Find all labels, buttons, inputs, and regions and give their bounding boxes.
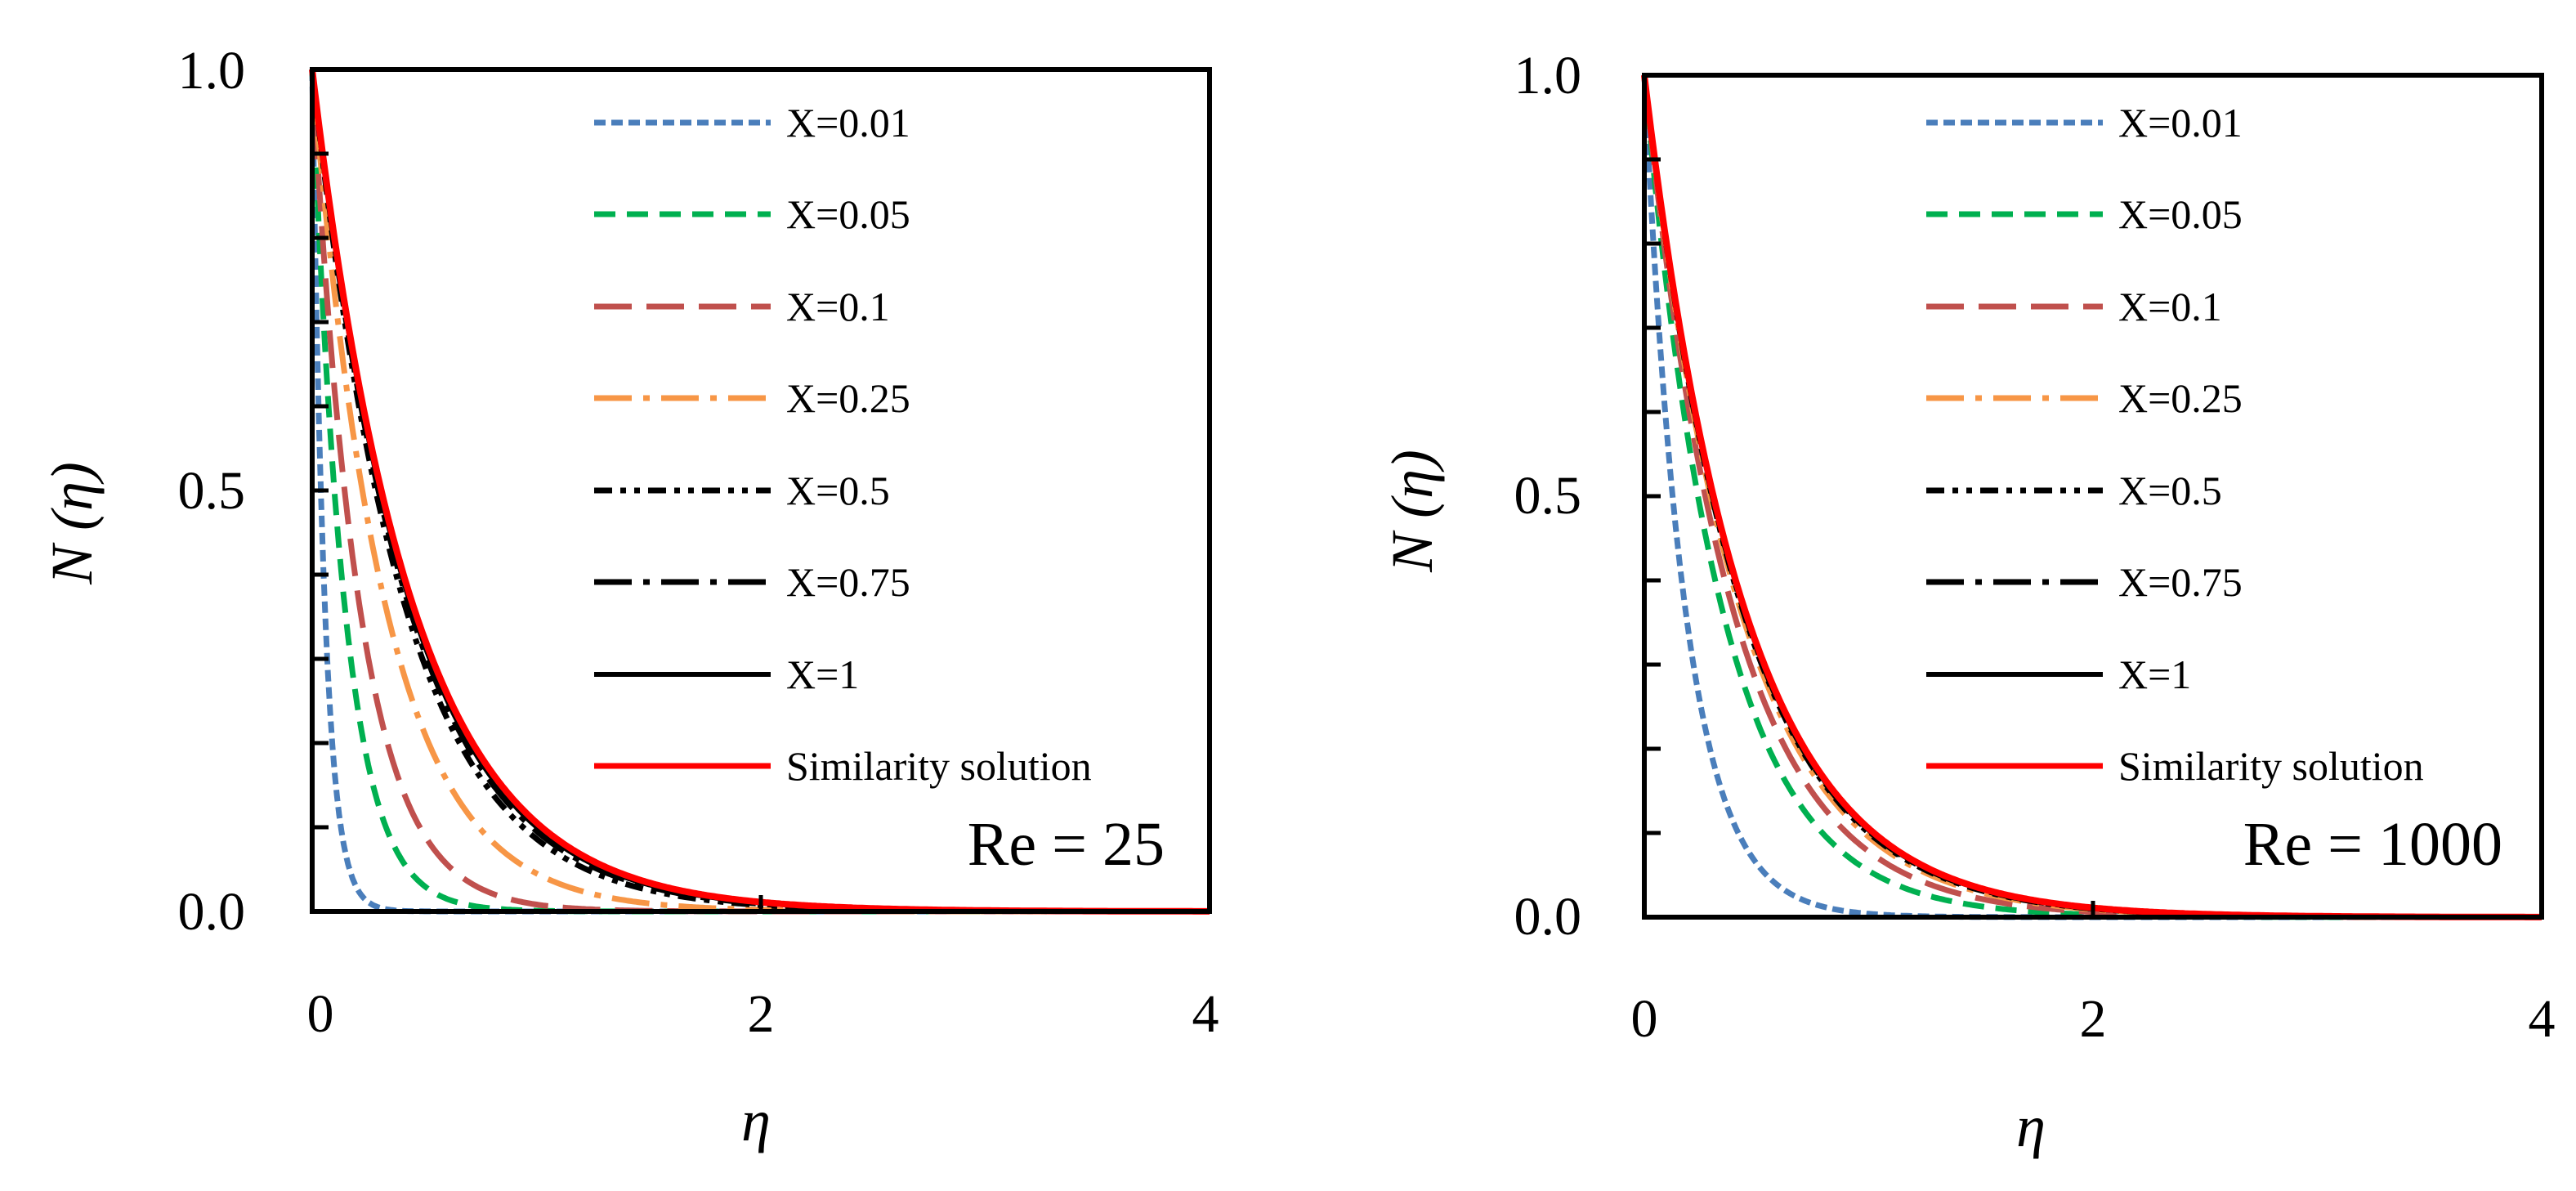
x-tick-label: 0 <box>1631 989 1658 1049</box>
y-axis-title-left: N (η) <box>39 462 105 585</box>
legend-label: Similarity solution <box>786 743 1092 789</box>
x-tick-label: 0 <box>307 984 334 1044</box>
chart-right: 1.0 0.5 0.0 0 2 4 η N (η) X=0.01 X=0.05 … <box>1380 46 2556 1159</box>
series-line-x-0-75 <box>1641 74 2542 920</box>
plot-frame-right <box>1642 73 2544 920</box>
legend-item: X=1 <box>594 651 859 697</box>
y-tick-label: 0.5 <box>1514 466 1582 526</box>
legend-label: X=0.5 <box>2118 468 2222 513</box>
y-tick-label: 1.0 <box>1514 46 1582 105</box>
legend-label: X=0.75 <box>786 559 910 605</box>
series-line-x-0-25 <box>1641 74 2542 920</box>
y-tick-label: 0.0 <box>178 882 246 942</box>
legend-item: X=0.75 <box>594 559 910 605</box>
legend-label: X=0.75 <box>2118 559 2243 605</box>
legend-item: X=0.01 <box>1926 100 2243 146</box>
legend-item: X=1 <box>1926 651 2191 697</box>
x-tick-label: 4 <box>2529 989 2556 1049</box>
plot-area-right <box>1641 73 2544 920</box>
x-tick-label: 2 <box>748 984 775 1044</box>
legend-left: X=0.01 X=0.05 X=0.1 X=0.25 X=0.5 X=0.75 <box>594 100 1092 789</box>
legend-item: X=0.5 <box>1926 468 2222 513</box>
series-line-x-0-01 <box>1641 74 2542 920</box>
chart-left: 1.0 0.5 0.0 0 2 4 η N (η) X=0.01 X=0.05 … <box>39 41 1219 1153</box>
legend-item: Similarity solution <box>1926 743 2424 789</box>
legend-label: X=0.1 <box>786 284 890 329</box>
legend-item: X=0.05 <box>594 191 910 237</box>
legend-right: X=0.01 X=0.05 X=0.1 X=0.25 X=0.5 X=0.75 <box>1926 100 2424 789</box>
legend-label: X=0.5 <box>786 468 890 513</box>
plot-area-left <box>309 67 1212 915</box>
series-line-x-0-05 <box>1641 74 2542 920</box>
legend-label: X=0.05 <box>2118 191 2243 237</box>
series-line-x-1 <box>1642 74 2542 920</box>
legend-item: X=0.25 <box>1926 375 2243 421</box>
legend-item: X=0.75 <box>1926 559 2243 605</box>
legend-label: X=0.25 <box>786 375 910 421</box>
series-line-x-0-5 <box>1641 74 2542 920</box>
legend-label: X=1 <box>786 651 859 697</box>
legend-label: X=0.05 <box>786 191 910 237</box>
y-minor-ticks-right <box>1644 157 1661 835</box>
x-axis-title-right: η <box>2016 1094 2046 1159</box>
legend-label: X=1 <box>2118 651 2191 697</box>
series-line-x-0-1 <box>1641 74 2542 920</box>
series-line-similarity-solution <box>1641 74 2542 920</box>
legend-label: X=0.1 <box>2118 284 2222 329</box>
legend-label: Similarity solution <box>2118 743 2424 789</box>
legend-item: Similarity solution <box>594 743 1092 789</box>
x-tick-label: 4 <box>1192 984 1219 1044</box>
legend-item: X=0.1 <box>1926 284 2222 329</box>
x-tick-label: 2 <box>2080 989 2107 1049</box>
legend-item: X=0.05 <box>1926 191 2243 237</box>
legend-item: X=0.5 <box>594 468 890 513</box>
re-annotation-left: Re = 25 <box>968 810 1165 879</box>
legend-item: X=0.25 <box>594 375 910 421</box>
legend-item: X=0.01 <box>594 100 910 146</box>
y-tick-label: 0.5 <box>178 461 246 521</box>
x-axis-title-left: η <box>741 1088 771 1153</box>
y-minor-ticks-left <box>312 151 329 830</box>
legend-label: X=0.01 <box>786 100 910 146</box>
legend-label: X=0.25 <box>2118 375 2243 421</box>
y-axis-title-right: N (η) <box>1380 450 1445 573</box>
legend-item: X=0.1 <box>594 284 890 329</box>
re-annotation-right: Re = 1000 <box>2243 810 2502 879</box>
y-tick-label: 1.0 <box>178 41 246 101</box>
series-group-right <box>1641 74 2542 920</box>
y-tick-label: 0.0 <box>1514 887 1582 947</box>
legend-label: X=0.01 <box>2118 100 2243 146</box>
